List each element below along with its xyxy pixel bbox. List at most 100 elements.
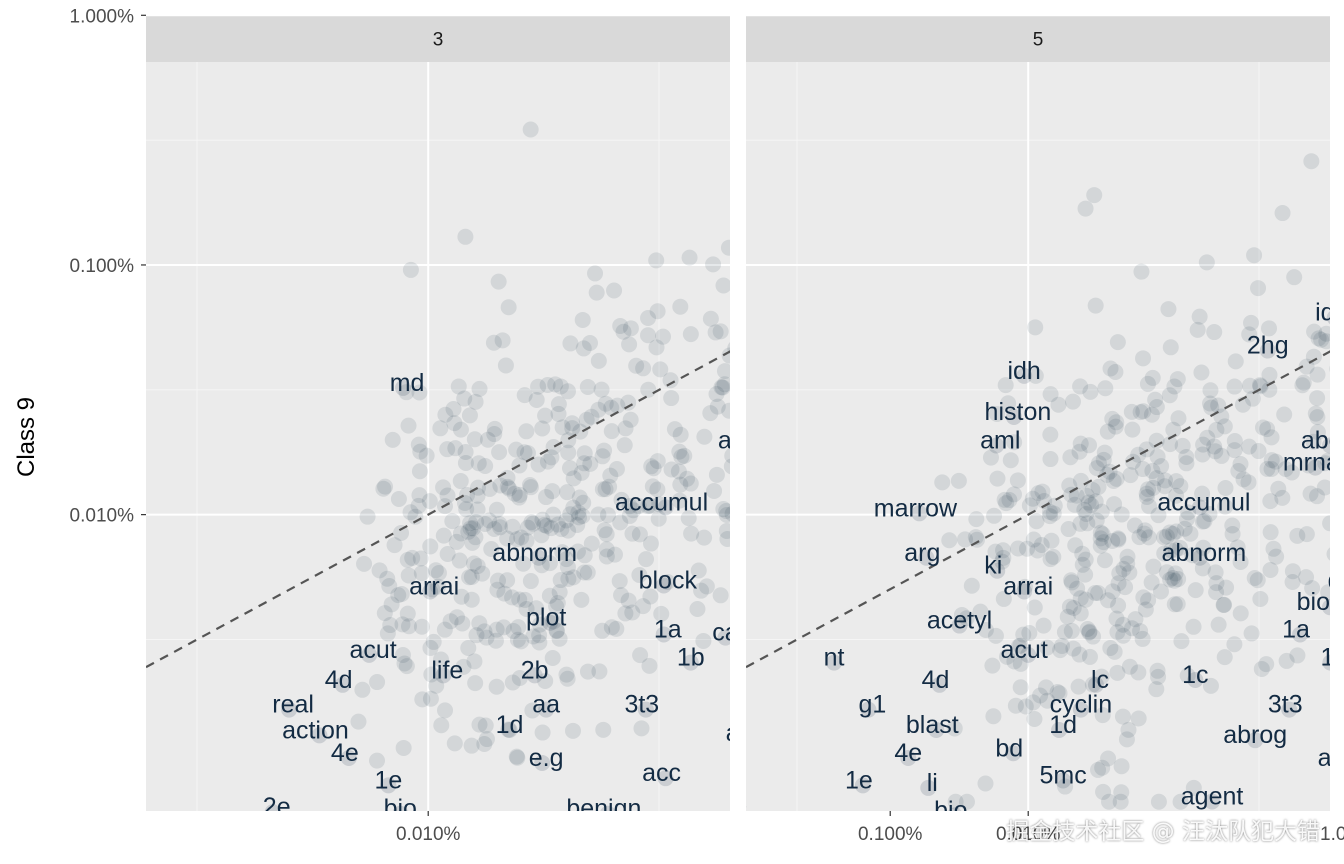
background-point (1095, 534, 1112, 551)
background-point (427, 562, 444, 579)
background-point (395, 739, 412, 756)
background-point (1232, 605, 1249, 622)
background-point (695, 632, 712, 649)
word-label: 1b (677, 644, 705, 672)
background-point (1276, 406, 1293, 423)
background-point (572, 423, 589, 440)
background-point (474, 565, 491, 582)
word-label: 1a (1282, 615, 1310, 643)
background-point (1144, 462, 1161, 479)
background-point (560, 522, 577, 539)
background-point (596, 442, 613, 459)
background-point (1072, 605, 1089, 622)
background-point (377, 478, 394, 495)
background-point (1208, 584, 1225, 601)
background-point (411, 487, 428, 504)
background-point (953, 606, 970, 623)
background-point (534, 420, 551, 437)
background-point (590, 401, 607, 418)
background-point (522, 479, 539, 496)
data-point (1204, 793, 1221, 810)
background-point (394, 647, 411, 664)
background-point (536, 517, 553, 534)
background-point (551, 630, 568, 647)
background-point (499, 478, 516, 495)
background-point (1123, 403, 1140, 420)
background-point (1150, 507, 1167, 524)
background-point (1224, 525, 1241, 542)
background-point (1156, 545, 1173, 562)
word-label: cyclin (1050, 691, 1113, 719)
background-point (471, 615, 488, 632)
background-point (632, 647, 649, 664)
background-point (989, 470, 1006, 487)
background-point (1127, 611, 1144, 628)
background-point (1109, 664, 1126, 681)
background-point (537, 407, 554, 424)
background-point (1064, 393, 1081, 410)
background-point (506, 485, 523, 502)
background-point (1049, 684, 1066, 701)
background-point (530, 378, 547, 395)
background-point (643, 458, 660, 475)
background-point (707, 324, 724, 341)
background-point (551, 584, 568, 601)
background-point (1121, 658, 1138, 675)
panel-1: 3 cellsplicemutantexpresstypeactivmddiffe… (70, 6, 1344, 845)
background-point (539, 376, 556, 393)
background-point (1100, 592, 1117, 609)
background-point (683, 525, 700, 542)
data-point (826, 654, 843, 671)
word-label: biolog (1297, 588, 1344, 616)
background-point (1130, 710, 1147, 727)
background-point (1114, 616, 1131, 633)
background-point (705, 256, 722, 273)
background-point (517, 591, 534, 608)
data-point (682, 654, 699, 671)
background-point (1050, 396, 1067, 413)
background-point (1210, 397, 1227, 414)
background-point (1097, 380, 1114, 397)
data-point (538, 701, 555, 718)
background-point (486, 521, 503, 538)
background-point (1065, 640, 1082, 657)
background-point (1081, 624, 1098, 641)
word-label: plot (526, 604, 566, 632)
background-point (1082, 383, 1099, 400)
background-point (1263, 452, 1280, 469)
data-point (501, 722, 518, 739)
background-point (467, 675, 484, 692)
data-point (920, 779, 937, 796)
background-point (528, 391, 545, 408)
background-point (1178, 510, 1195, 527)
background-point (1086, 187, 1103, 204)
background-point (1195, 436, 1212, 453)
background-point (1232, 455, 1249, 472)
background-point (1210, 616, 1227, 633)
data-point (1087, 676, 1104, 693)
background-point (575, 494, 592, 511)
background-point (941, 532, 958, 549)
background-point (1087, 493, 1104, 510)
background-point (433, 651, 450, 668)
word-label: ki (984, 552, 1002, 580)
background-point (462, 520, 479, 537)
background-point (1317, 455, 1330, 472)
background-point (716, 363, 730, 380)
background-point (613, 587, 630, 604)
word-label: 1d (496, 711, 524, 739)
background-point (571, 489, 588, 506)
background-point (1113, 758, 1130, 775)
background-point (1100, 750, 1117, 767)
background-point (471, 380, 488, 397)
background-point (412, 443, 429, 460)
background-point (433, 717, 450, 734)
background-point (600, 507, 617, 524)
data-point (1292, 626, 1309, 643)
background-point (1115, 560, 1132, 577)
background-point (641, 497, 658, 514)
background-point (1206, 324, 1223, 341)
background-point (642, 535, 659, 552)
background-point (559, 383, 576, 400)
background-point (1167, 565, 1184, 582)
